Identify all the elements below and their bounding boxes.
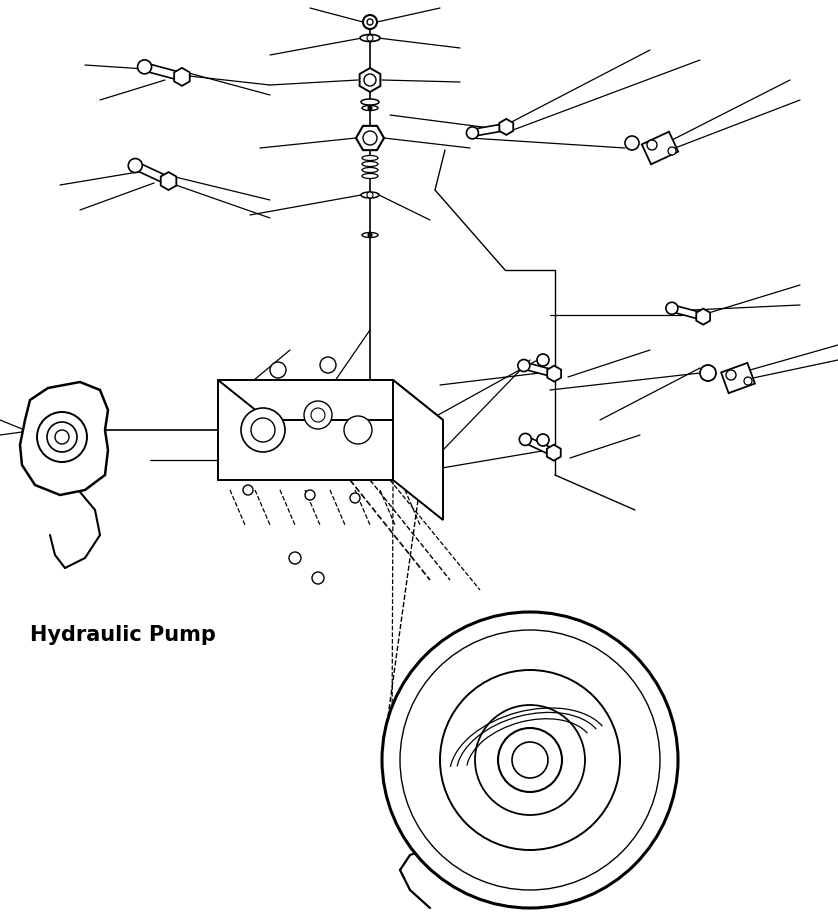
Circle shape [289,552,301,564]
Polygon shape [20,382,108,495]
Circle shape [304,401,332,429]
Circle shape [512,742,548,778]
Polygon shape [721,363,755,393]
Polygon shape [218,380,443,420]
Circle shape [647,140,657,150]
Polygon shape [642,132,678,164]
Circle shape [270,362,286,378]
Ellipse shape [362,232,378,238]
Circle shape [537,354,549,366]
Circle shape [520,433,531,445]
Circle shape [312,572,324,584]
Circle shape [61,428,75,442]
Circle shape [440,670,620,850]
Circle shape [243,485,253,495]
Circle shape [498,728,562,792]
Circle shape [241,408,285,452]
Polygon shape [525,363,549,375]
Circle shape [668,147,676,155]
Circle shape [726,370,736,380]
Polygon shape [137,163,163,182]
Ellipse shape [362,168,378,172]
Ellipse shape [361,192,379,198]
Circle shape [367,192,373,198]
Circle shape [537,434,549,446]
Polygon shape [161,172,176,190]
Polygon shape [499,119,513,135]
Polygon shape [45,431,65,439]
Circle shape [305,490,315,500]
Ellipse shape [360,34,380,41]
Polygon shape [547,444,561,461]
Circle shape [700,365,716,381]
Circle shape [744,377,752,385]
Polygon shape [393,380,443,520]
Polygon shape [356,126,384,150]
Polygon shape [696,309,710,325]
Circle shape [128,159,142,172]
Ellipse shape [362,161,378,167]
Polygon shape [526,438,550,454]
Circle shape [666,302,678,314]
Ellipse shape [362,156,378,160]
Polygon shape [475,124,500,136]
Circle shape [518,360,530,372]
Circle shape [400,630,660,890]
Circle shape [364,74,376,86]
Circle shape [382,612,678,908]
Ellipse shape [362,173,378,179]
Circle shape [37,412,87,462]
Circle shape [367,35,373,41]
Polygon shape [147,64,176,79]
Circle shape [320,357,336,373]
Circle shape [47,422,77,452]
Polygon shape [547,366,561,382]
Circle shape [350,493,360,503]
Circle shape [475,705,585,815]
Polygon shape [218,380,393,480]
Circle shape [363,15,377,29]
Circle shape [251,418,275,442]
Text: Hydraulic Pump: Hydraulic Pump [30,625,216,645]
Circle shape [55,430,69,444]
Polygon shape [674,306,698,318]
Circle shape [363,131,377,145]
Circle shape [367,19,373,25]
Circle shape [368,233,372,237]
Polygon shape [32,427,45,443]
Circle shape [311,408,325,422]
Circle shape [368,106,372,110]
Circle shape [467,127,478,139]
Polygon shape [174,68,189,86]
Circle shape [625,136,639,150]
Polygon shape [360,68,380,92]
Ellipse shape [362,105,378,111]
Circle shape [344,416,372,444]
Ellipse shape [361,99,379,105]
Circle shape [137,60,152,74]
